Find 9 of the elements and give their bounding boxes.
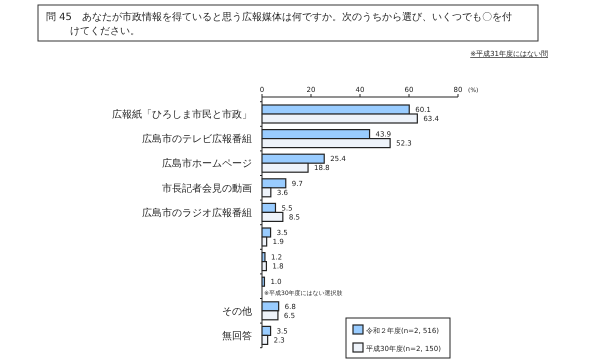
chart-title: 問 45 あなたが市政情報を得ていると思う広報媒体は何ですか。次のうちから選び、いくつでも〇を付けてください。 bbox=[46, 11, 512, 37]
y-tick-label: 広島市のラジオ広報番組 bbox=[142, 206, 252, 219]
y-tick-label: 無回答 bbox=[222, 330, 252, 342]
y-tick-label: 市長記者会見の動画 bbox=[162, 182, 252, 194]
y-tick-label: その他 bbox=[222, 305, 252, 318]
y-tick-label: 広島市のテレビ広報番組 bbox=[142, 133, 252, 146]
title: 問 45 あなたが市政情報を得ていると思う広報媒体は何ですか。次のうちから選び、いくつでも〇を付けてください。 bbox=[38, 4, 538, 42]
y-tick-label: 広島市ホームページ bbox=[162, 158, 252, 170]
y-tick-label: 広報紙「ひろしま市民と市政」 bbox=[112, 108, 252, 120]
